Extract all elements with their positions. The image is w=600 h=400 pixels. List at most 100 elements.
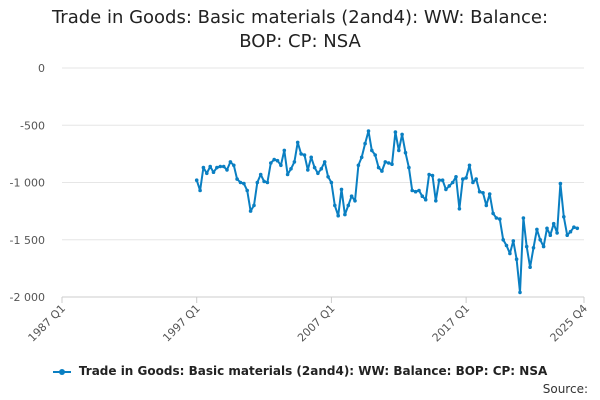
- data-point: [363, 141, 367, 146]
- data-point: [403, 150, 408, 155]
- data-point: [518, 290, 522, 295]
- x-tick-label: 2017 Q1: [430, 302, 473, 345]
- data-point: [551, 221, 556, 226]
- data-point: [380, 169, 384, 173]
- data-point: [477, 189, 482, 194]
- data-point: [333, 203, 337, 208]
- y-tick-label: -500: [20, 119, 45, 132]
- data-point: [461, 177, 465, 181]
- data-point: [346, 203, 351, 208]
- chart-title-line-1: Trade in Goods: Basic materials (2and4):…: [51, 7, 549, 28]
- data-point: [504, 243, 509, 248]
- data-point: [487, 192, 492, 196]
- data-point: [269, 161, 273, 165]
- data-point: [359, 155, 364, 160]
- data-point: [295, 140, 300, 145]
- data-point: [306, 168, 310, 172]
- y-tick-label: -2 000: [10, 291, 45, 304]
- data-point: [423, 197, 428, 202]
- data-point: [464, 176, 468, 180]
- data-point: [562, 215, 566, 219]
- data-point: [437, 178, 442, 182]
- data-point: [531, 246, 536, 250]
- data-point: [285, 172, 290, 177]
- data-point: [417, 188, 421, 193]
- data-point: [494, 216, 499, 220]
- y-axis-ticks: 0 -500 -1 000 -1 500 -2 000: [10, 62, 45, 304]
- data-point: [316, 171, 320, 176]
- data-point: [255, 180, 260, 185]
- data-point: [413, 189, 418, 194]
- data-point: [225, 168, 229, 172]
- data-point: [198, 188, 202, 193]
- data-point: [373, 153, 378, 157]
- data-point: [258, 172, 263, 177]
- series-layer: [194, 129, 580, 295]
- data-point: [302, 153, 307, 157]
- data-point: [215, 165, 219, 170]
- y-tick-label: 0: [38, 62, 45, 75]
- data-point: [420, 194, 425, 198]
- data-point: [221, 164, 226, 169]
- data-point: [575, 226, 580, 231]
- data-point: [481, 191, 485, 195]
- data-point: [568, 229, 573, 234]
- data-point: [292, 160, 297, 164]
- x-tick-label: 2025 Q4: [548, 302, 591, 345]
- data-point: [393, 130, 398, 134]
- data-point: [211, 170, 216, 174]
- data-point: [329, 180, 334, 185]
- chart-title-line-2: BOP: CP: NSA: [239, 31, 361, 52]
- y-tick-label: -1 500: [10, 234, 45, 247]
- data-point: [356, 163, 361, 168]
- data-point: [430, 173, 435, 178]
- data-point: [245, 188, 249, 193]
- source-label: Source:: [542, 382, 588, 396]
- data-point: [339, 187, 344, 192]
- data-point: [262, 179, 266, 184]
- data-point: [228, 160, 233, 164]
- data-point: [336, 213, 341, 218]
- data-point: [447, 184, 452, 188]
- data-point: [400, 132, 404, 137]
- data-point: [312, 165, 317, 170]
- gridlines: [62, 67, 584, 298]
- data-point: [252, 203, 256, 208]
- x-tick-label: 2007 Q1: [295, 302, 338, 345]
- data-point: [309, 155, 314, 160]
- data-point: [265, 180, 270, 185]
- data-point: [538, 238, 542, 242]
- data-point: [390, 162, 394, 166]
- data-point: [545, 226, 549, 231]
- data-point: [524, 244, 529, 249]
- data-point: [511, 239, 516, 243]
- data-point: [454, 175, 458, 179]
- data-point: [353, 199, 357, 203]
- data-point: [201, 165, 206, 170]
- data-point: [279, 163, 283, 168]
- data-point: [498, 217, 502, 221]
- data-point: [444, 187, 448, 192]
- data-point: [235, 177, 239, 181]
- data-point: [397, 148, 401, 153]
- data-point: [491, 211, 495, 216]
- data-point: [440, 178, 445, 182]
- legend-label: Trade in Goods: Basic materials (2and4):…: [78, 364, 548, 378]
- data-point: [572, 225, 576, 229]
- data-point: [407, 165, 411, 170]
- data-point: [434, 199, 438, 203]
- data-point: [457, 207, 462, 211]
- data-point: [501, 238, 506, 242]
- legend[interactable]: Trade in Goods: Basic materials (2and4):…: [0, 364, 600, 378]
- data-point: [467, 163, 472, 168]
- data-point: [555, 231, 559, 235]
- y-tick-label: -1 000: [10, 177, 45, 190]
- x-axis: 1987 Q1 1997 Q1 2007 Q1 2017 Q1 2025 Q4: [26, 296, 591, 345]
- data-point: [427, 172, 431, 177]
- data-point: [383, 160, 388, 164]
- data-point: [450, 180, 455, 185]
- data-point: [386, 161, 391, 165]
- data-point: [541, 244, 546, 249]
- chart-title: Trade in Goods: Basic materials (2and4):…: [0, 6, 600, 54]
